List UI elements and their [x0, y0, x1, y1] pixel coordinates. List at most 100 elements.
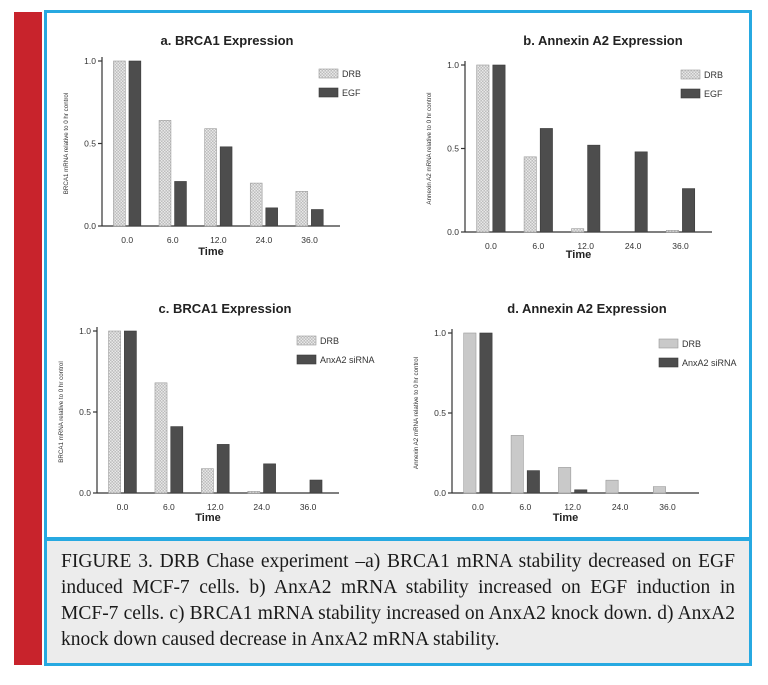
chart-0-bar-egf [128, 60, 142, 227]
chart-1-x-tick-label: 6.0 [532, 241, 544, 251]
chart-1-x-tick-label: 36.0 [672, 241, 689, 251]
chart-3-bar-drb [463, 332, 477, 494]
chart-2-bar-drb [247, 491, 261, 494]
chart-1-legend-label-1: EGF [704, 89, 723, 99]
chart-3-x-tick-label: 6.0 [519, 502, 531, 512]
chart-2-y-label: BRCA1 mRNA relative to 0 hr control [58, 361, 65, 462]
chart-1-y-label: Annexin A2 mRNA relative to 0 hr control [426, 92, 433, 204]
chart-2-y-tick-label: 1.0 [79, 326, 91, 336]
charts-svg: a. BRCA1 Expression 0.0 0.5 1.0 BRCA1 mRNA r… [58, 33, 737, 524]
chart-3-y-tick-label: 0.5 [434, 408, 446, 418]
chart-0-x-tick-label: 0.0 [121, 235, 133, 245]
chart-2-y-tick-label: 0.0 [79, 488, 91, 498]
chart-0-y-tick-label: 0.5 [84, 139, 96, 149]
figure-area: a. BRCA1 Expression 0.0 0.5 1.0 BRCA1 mRNA r… [47, 13, 749, 535]
chart-0-x-tick-label: 36.0 [301, 235, 318, 245]
chart-1-legend-swatch-1 [680, 88, 701, 99]
caption-divider [47, 537, 749, 541]
chart-3-legend-swatch-1 [658, 357, 679, 368]
chart-2-y-tick-label: 0.5 [79, 407, 91, 417]
chart-2-title: c. BRCA1 Expression [159, 301, 292, 316]
chart-2-bar-anxa2-sirna [263, 463, 276, 494]
chart-3-bar-anxa2-sirna [574, 489, 588, 494]
chart-1-bar-egf [539, 128, 553, 233]
chart-3-bar-anxa2-sirna [526, 470, 540, 494]
chart-0-bar-egf [265, 207, 278, 227]
chart-0-bar-egf [219, 146, 233, 227]
chart-0-x-tick-label: 12.0 [210, 235, 227, 245]
chart-1-legend-label-0: DRB [704, 70, 723, 80]
chart-2-x-tick-label: 12.0 [207, 502, 224, 512]
chart-0-legend-label-1: EGF [342, 88, 361, 98]
chart-3-bar-drb [652, 486, 666, 494]
chart-0-bar-egf [174, 181, 187, 227]
chart-2-x-tick-label: 6.0 [163, 502, 175, 512]
caption-box: FIGURE 3. DRB Chase experiment –a) BRCA1… [47, 541, 749, 663]
chart-2-bar-drb [108, 330, 121, 494]
chart-1-y-tick-label: 0.0 [447, 227, 459, 237]
chart-2-bar-anxa2-sirna [170, 426, 184, 494]
chart-1-bar-drb [571, 228, 585, 233]
chart-2-x-tick-label: 36.0 [300, 502, 317, 512]
chart-0-title: a. BRCA1 Expression [161, 33, 294, 48]
chart-3-legend-label-0: DRB [682, 339, 701, 349]
chart-3-bar-anxa2-sirna [479, 332, 493, 494]
chart-2-bar-anxa2-sirna [124, 330, 137, 494]
chart-0-bar-drb [158, 120, 172, 227]
chart-1-bar-drb [523, 156, 537, 233]
chart-0-y-tick-label: 1.0 [84, 56, 96, 66]
chart-2-x-tick-label: 0.0 [117, 502, 129, 512]
chart-2-legend-swatch-1 [296, 354, 317, 365]
chart-1-x-tick-label: 12.0 [577, 241, 594, 251]
side-accent-bar [14, 12, 42, 665]
chart-0-x-label: Time [198, 246, 223, 258]
chart-0-bar-drb [204, 128, 217, 227]
chart-0-legend-label-0: DRB [342, 69, 361, 79]
chart-1-bar-egf [587, 144, 601, 233]
figure-caption: FIGURE 3. DRB Chase experiment –a) BRCA1… [61, 551, 735, 650]
chart-0-bar-drb [295, 191, 309, 227]
chart-3-legend-swatch-0 [658, 338, 679, 349]
chart-3-bar-drb [605, 479, 619, 494]
chart-1-bar-drb [476, 64, 490, 233]
chart-1-bar-egf [492, 64, 506, 233]
chart-3-x-tick-label: 0.0 [472, 502, 484, 512]
chart-0-bar-drb [113, 60, 126, 227]
chart-1-y-tick-label: 0.5 [447, 144, 459, 154]
chart-3-x-tick-label: 24.0 [612, 502, 629, 512]
chart-3-y-tick-label: 0.0 [434, 488, 446, 498]
chart-2-x-label: Time [195, 512, 220, 524]
chart-0-bar-egf [311, 209, 324, 227]
chart-3-x-tick-label: 36.0 [659, 502, 676, 512]
chart-2-legend-label-1: AnxA2 siRNA [320, 355, 375, 365]
chart-1-x-tick-label: 0.0 [485, 241, 497, 251]
chart-0-y-label: BRCA1 mRNA relative to 0 hr control [63, 93, 70, 194]
chart-0-x-tick-label: 6.0 [167, 235, 179, 245]
chart-3-x-tick-label: 12.0 [564, 502, 581, 512]
chart-2-legend-swatch-0 [296, 335, 317, 346]
chart-0-y-tick-label: 0.0 [84, 221, 96, 231]
chart-3-bar-drb [510, 435, 524, 494]
chart-1-bar-drb [665, 230, 679, 233]
chart-1-y-tick-label: 1.0 [447, 60, 459, 70]
chart-3-title: d. Annexin A2 Expression [507, 301, 666, 316]
chart-3-x-label: Time [553, 512, 578, 524]
chart-1-title: b. Annexin A2 Expression [523, 33, 682, 48]
chart-1-x-tick-label: 24.0 [625, 241, 642, 251]
chart-2-bar-anxa2-sirna [216, 444, 230, 494]
chart-0-legend-swatch-1 [318, 87, 339, 98]
chart-3-y-tick-label: 1.0 [434, 328, 446, 338]
chart-2-legend-label-0: DRB [320, 336, 339, 346]
chart-2-bar-anxa2-sirna [309, 479, 323, 494]
chart-1-x-label: Time [566, 249, 591, 261]
chart-1-bar-egf [682, 188, 696, 233]
chart-0-x-tick-label: 24.0 [256, 235, 273, 245]
chart-2-bar-drb [201, 468, 214, 494]
chart-2-x-tick-label: 24.0 [253, 502, 270, 512]
chart-3-y-label: Annexin A2 mRNA relative to 0 hr control [413, 357, 420, 469]
chart-0-bar-drb [249, 182, 263, 227]
chart-0-legend-swatch-0 [318, 68, 339, 79]
chart-2-bar-drb [154, 382, 168, 494]
chart-1-legend-swatch-0 [680, 69, 701, 80]
chart-1-bar-egf [634, 151, 648, 233]
